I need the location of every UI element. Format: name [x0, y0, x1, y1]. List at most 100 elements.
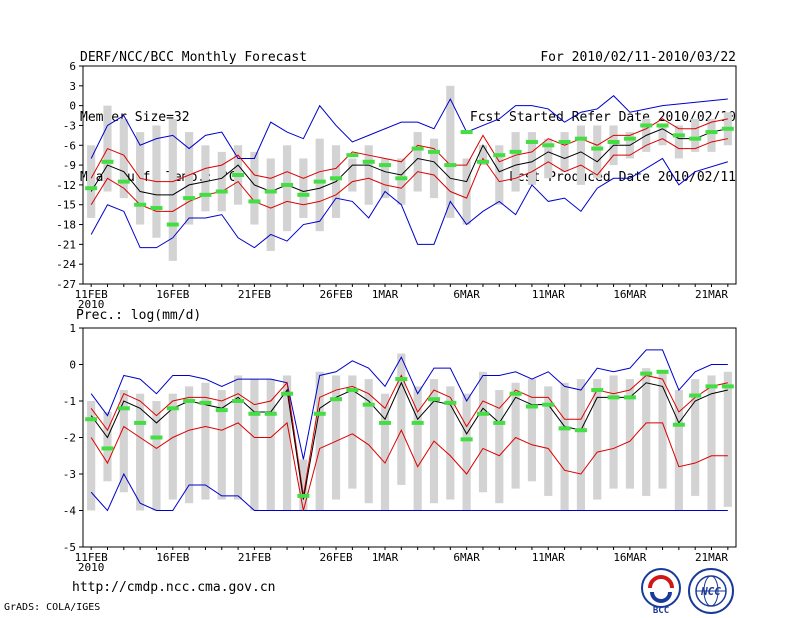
- median-mark: [297, 493, 310, 498]
- box-bar: [185, 386, 194, 504]
- box-bar: [364, 379, 373, 504]
- x-tick-label: 11MAR: [532, 288, 565, 301]
- median-mark: [640, 123, 653, 128]
- box-bar: [380, 158, 390, 199]
- box-bar: [315, 371, 324, 511]
- y-tick-label: 1: [69, 322, 76, 335]
- median-mark: [313, 411, 326, 416]
- x-tick-label: 16FEB: [156, 551, 189, 564]
- median-mark: [542, 402, 555, 407]
- box-bar: [527, 379, 537, 482]
- ncc-logo: NCC: [688, 568, 734, 614]
- median-mark: [215, 189, 228, 194]
- box-bar: [707, 118, 716, 152]
- box-bar: [478, 371, 488, 493]
- box-bar: [201, 382, 210, 500]
- box-bar: [691, 379, 700, 496]
- x-tick-label: 11FEB: [75, 551, 108, 564]
- box-bar: [168, 393, 177, 500]
- median-mark: [656, 123, 669, 128]
- box-bar: [544, 386, 553, 496]
- y-tick-label: -15: [56, 199, 76, 212]
- median-mark: [411, 146, 424, 151]
- median-mark: [379, 163, 392, 168]
- box-bar: [87, 145, 96, 218]
- min-line: [90, 472, 728, 512]
- box-bar: [691, 118, 700, 152]
- median-mark: [542, 143, 555, 148]
- median-mark: [248, 411, 261, 416]
- min-line: [90, 157, 728, 249]
- median-mark: [411, 420, 424, 425]
- median-mark: [134, 420, 147, 425]
- median-mark: [460, 437, 473, 442]
- box-bar: [446, 85, 455, 218]
- median-mark: [705, 130, 718, 135]
- y-tick-label: -3: [63, 119, 76, 132]
- x-tick-label: 1MAR: [372, 551, 399, 564]
- median-mark: [493, 153, 506, 158]
- box-bar: [413, 132, 422, 192]
- bcc-logo-text: BCC: [653, 606, 669, 616]
- median-mark: [656, 369, 669, 374]
- median-mark: [199, 192, 212, 197]
- box-bar: [299, 158, 308, 218]
- header-right: For 2010/02/11-2010/03/22 Fcst Started R…: [470, 8, 736, 208]
- x-tick-label: 1MAR: [372, 288, 399, 301]
- median-mark: [248, 199, 261, 204]
- median-mark: [264, 189, 277, 194]
- box-bar: [446, 386, 455, 500]
- x-tick-label: 16MAR: [613, 288, 646, 301]
- x-year-label: 2010: [78, 561, 105, 574]
- box-bar: [560, 382, 569, 511]
- median-mark: [297, 192, 310, 197]
- box-bar: [462, 393, 471, 511]
- box-bar: [707, 375, 716, 511]
- y-tick-label: -9: [63, 159, 76, 172]
- box-bar: [495, 390, 504, 504]
- box-bar: [413, 386, 422, 511]
- y-tick-label: -24: [56, 258, 76, 271]
- site-url[interactable]: http://cmdp.ncc.cma.gov.cn: [72, 580, 276, 595]
- median-mark: [623, 136, 636, 141]
- median-mark: [379, 420, 392, 425]
- bcc-logo: BCC: [641, 568, 681, 616]
- box-bar: [625, 379, 634, 489]
- median-mark: [281, 391, 294, 396]
- median-mark: [689, 393, 702, 398]
- y-tick-label: -1: [63, 395, 76, 408]
- box-bar: [331, 375, 341, 500]
- x-tick-label: 21FEB: [238, 288, 271, 301]
- median-mark: [134, 202, 147, 207]
- median-mark: [281, 182, 294, 187]
- median-mark: [395, 176, 408, 181]
- lower-sd-line: [90, 138, 728, 212]
- median-mark: [509, 391, 522, 396]
- forecast-period: For 2010/02/11-2010/03/22: [540, 50, 736, 65]
- median-mark: [640, 371, 653, 376]
- box-bar: [723, 371, 732, 507]
- median-mark: [672, 422, 685, 427]
- median-mark: [215, 408, 228, 413]
- x-tick-label: 26FEB: [319, 551, 352, 564]
- median-mark: [444, 400, 457, 405]
- box-bar: [250, 379, 259, 511]
- box-bar: [576, 379, 585, 511]
- median-mark: [574, 428, 587, 433]
- median-mark: [721, 384, 734, 389]
- chart-title: DERF/NCC/BCC Monthly Forecast: [80, 50, 307, 65]
- ncc-logo-text: NCC: [700, 585, 721, 598]
- box-bar: [266, 379, 275, 511]
- box-bar: [266, 158, 275, 251]
- median-mark: [607, 139, 620, 144]
- median-mark: [101, 159, 114, 164]
- median-mark: [117, 406, 130, 411]
- median-mark: [476, 159, 489, 164]
- median-mark: [607, 395, 620, 400]
- box-bar: [217, 390, 226, 500]
- box-bar: [282, 375, 292, 511]
- upper-sd-line: [90, 374, 728, 496]
- x-tick-label: 21MAR: [695, 551, 728, 564]
